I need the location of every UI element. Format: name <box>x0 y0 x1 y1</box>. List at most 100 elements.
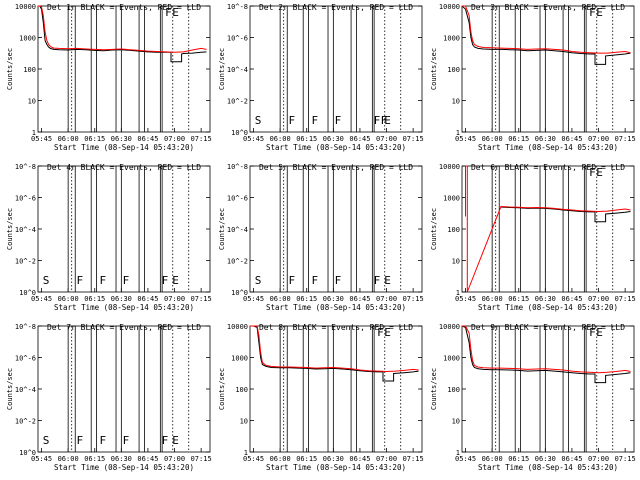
panel-5: Det 5r BLACK = Events, RED = LLD 10^0 10^-… <box>218 163 424 312</box>
panel-8: Det 8r BLACK = Events, RED = LLD 1 10 100 10… <box>218 323 424 472</box>
y-tick-label: 10 <box>452 98 460 106</box>
annotation-e: E <box>172 6 179 19</box>
x-tick-label: 06:45 <box>137 455 158 463</box>
annotation-f: F <box>288 114 295 127</box>
y-axis-label: Counts/sec <box>218 208 226 250</box>
x-tick-label: 07:00 <box>164 455 185 463</box>
x-axis-label: Start Time (08-Sep-14 05:43:20) <box>478 143 618 152</box>
annotation-f: F <box>335 114 342 127</box>
x-tick-label: 05:45 <box>455 295 476 303</box>
y-tick-label: 10 <box>452 418 460 426</box>
y-tick-label: 1000 <box>443 35 460 43</box>
x-tick-label: 06:30 <box>323 455 344 463</box>
x-tick-label: 06:00 <box>270 455 291 463</box>
x-tick-label: 07:00 <box>376 295 397 303</box>
annotation-s: S <box>255 274 262 287</box>
annotation-f: F <box>123 434 130 447</box>
annotation-f: F <box>288 274 295 287</box>
x-tick-label: 06:00 <box>482 295 503 303</box>
annotation-f: F <box>381 114 388 127</box>
panel-1: Det 1r BLACK = Events, RED = LLD 1 10 100 10… <box>6 3 212 152</box>
annotation-f: F <box>589 166 596 179</box>
x-axis-label: Start Time (08-Sep-14 05:43:20) <box>478 303 618 312</box>
x-tick-label: 06:45 <box>137 295 158 303</box>
x-tick-label: 05:45 <box>455 135 476 143</box>
annotation-f: F <box>335 274 342 287</box>
annotation-f: F <box>100 274 107 287</box>
x-tick-label: 07:15 <box>403 295 424 303</box>
y-tick-label: 1000 <box>231 355 248 363</box>
x-tick-label: 06:00 <box>270 295 291 303</box>
y-tick-label: 10000 <box>439 323 460 331</box>
y-tick-label: 10^0 <box>19 449 36 457</box>
series-lld <box>465 165 631 293</box>
panel-9: Det 9r BLACK = Events, RED = LLD 1 10 100 10… <box>430 323 636 472</box>
x-tick-label: 06:00 <box>482 455 503 463</box>
panel-title: Det 6r BLACK = Events, RED = LLD <box>471 163 625 172</box>
x-tick-label: 06:15 <box>508 135 529 143</box>
annotation-f: F <box>589 6 596 19</box>
y-tick-label: 10000 <box>439 3 460 11</box>
y-tick-label: 10^-4 <box>15 226 36 234</box>
annotation-f: F <box>76 434 83 447</box>
y-tick-label: 10^-8 <box>15 163 36 171</box>
x-tick-label: 06:15 <box>508 295 529 303</box>
x-tick-label: 07:15 <box>191 455 212 463</box>
annotation-e: E <box>596 6 603 19</box>
y-tick-label: 10^-4 <box>15 386 36 394</box>
x-tick-label: 07:00 <box>588 135 609 143</box>
y-axis-label: Counts/sec <box>430 48 438 90</box>
x-axis-label: Start Time (08-Sep-14 05:43:20) <box>478 463 618 472</box>
y-axis-label: Counts/sec <box>6 368 14 410</box>
y-axis-label: Counts/sec <box>6 208 14 250</box>
y-tick-label: 10^-6 <box>15 195 36 203</box>
annotation-f: F <box>162 274 169 287</box>
x-tick-label: 06:30 <box>111 135 132 143</box>
y-axis-label: Counts/sec <box>430 208 438 250</box>
y-axis-label: Counts/sec <box>430 368 438 410</box>
x-tick-label: 06:15 <box>84 295 105 303</box>
annotation-f: F <box>76 274 83 287</box>
x-tick-label: 07:00 <box>588 455 609 463</box>
x-tick-label: 05:45 <box>31 135 52 143</box>
x-tick-label: 06:45 <box>349 295 370 303</box>
x-tick-label: 07:15 <box>191 135 212 143</box>
series-lld <box>462 325 631 374</box>
y-tick-label: 10000 <box>15 3 36 11</box>
x-tick-label: 06:15 <box>84 455 105 463</box>
plot-frame <box>461 325 635 453</box>
y-tick-label: 10 <box>28 98 36 106</box>
y-axis-label: Counts/sec <box>218 48 226 90</box>
plot-frame <box>37 5 211 133</box>
panel-title: Det 5r BLACK = Events, RED = LLD <box>259 163 413 172</box>
x-axis-label: Start Time (08-Sep-14 05:43:20) <box>54 143 194 152</box>
x-tick-label: 07:15 <box>191 295 212 303</box>
x-axis-label: Start Time (08-Sep-14 05:43:20) <box>54 303 194 312</box>
x-tick-label: 06:30 <box>111 295 132 303</box>
y-tick-label: 10^-8 <box>15 323 36 331</box>
annotation-e: E <box>596 166 603 179</box>
x-axis-label: Start Time (08-Sep-14 05:43:20) <box>266 303 406 312</box>
y-tick-label: 10^-6 <box>15 355 36 363</box>
panel-4: Det 4r BLACK = Events, RED = LLD 10^0 10^-… <box>6 163 212 312</box>
y-tick-label: 100 <box>23 66 36 74</box>
annotation-e: E <box>384 114 391 127</box>
y-tick-label: 1 <box>456 289 460 297</box>
x-tick-label: 06:30 <box>323 295 344 303</box>
panel-6: Det 6r BLACK = Events, RED = LLD 1 10 100 10… <box>430 163 636 312</box>
y-tick-label: 1000 <box>443 355 460 363</box>
x-tick-label: 06:30 <box>323 135 344 143</box>
x-tick-label: 05:45 <box>455 455 476 463</box>
x-tick-label: 06:15 <box>296 455 317 463</box>
panel-title: Det 2r BLACK = Events, RED = LLD <box>259 3 413 12</box>
annotation-f: F <box>312 114 319 127</box>
annotation-f: F <box>374 274 381 287</box>
x-tick-label: 07:15 <box>403 455 424 463</box>
x-tick-label: 06:15 <box>296 135 317 143</box>
plot-frame <box>461 5 635 133</box>
x-tick-label: 07:00 <box>588 295 609 303</box>
x-tick-label: 05:45 <box>31 295 52 303</box>
x-tick-label: 05:45 <box>31 455 52 463</box>
series-events <box>461 325 631 384</box>
x-tick-label: 07:00 <box>376 135 397 143</box>
